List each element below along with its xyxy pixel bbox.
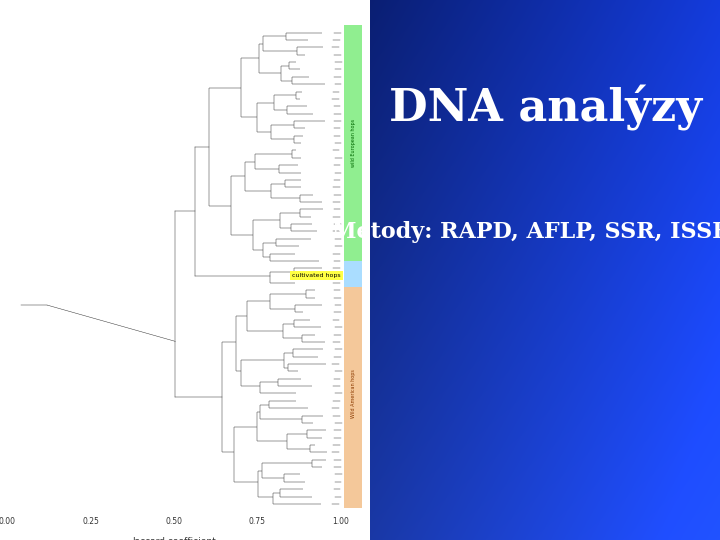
Text: cultivated hops: cultivated hops (292, 273, 341, 278)
Text: 0.00: 0.00 (0, 517, 16, 526)
Text: 0.50: 0.50 (166, 517, 182, 526)
Text: wild European hops: wild European hops (351, 119, 356, 167)
Bar (344, 261, 362, 287)
Bar (344, 25, 362, 265)
Text: 0.75: 0.75 (248, 517, 266, 526)
Text: Metody: RAPD, AFLP, SSR, ISSR: Metody: RAPD, AFLP, SSR, ISSR (332, 221, 720, 243)
Bar (344, 287, 362, 508)
Text: DNA analýzy: DNA analýzy (389, 85, 702, 131)
Text: Wild American hops: Wild American hops (351, 369, 356, 418)
Text: 0.25: 0.25 (82, 517, 99, 526)
Text: 1.00: 1.00 (332, 517, 349, 526)
Text: Jaccard coefficient: Jaccard coefficient (132, 537, 216, 540)
